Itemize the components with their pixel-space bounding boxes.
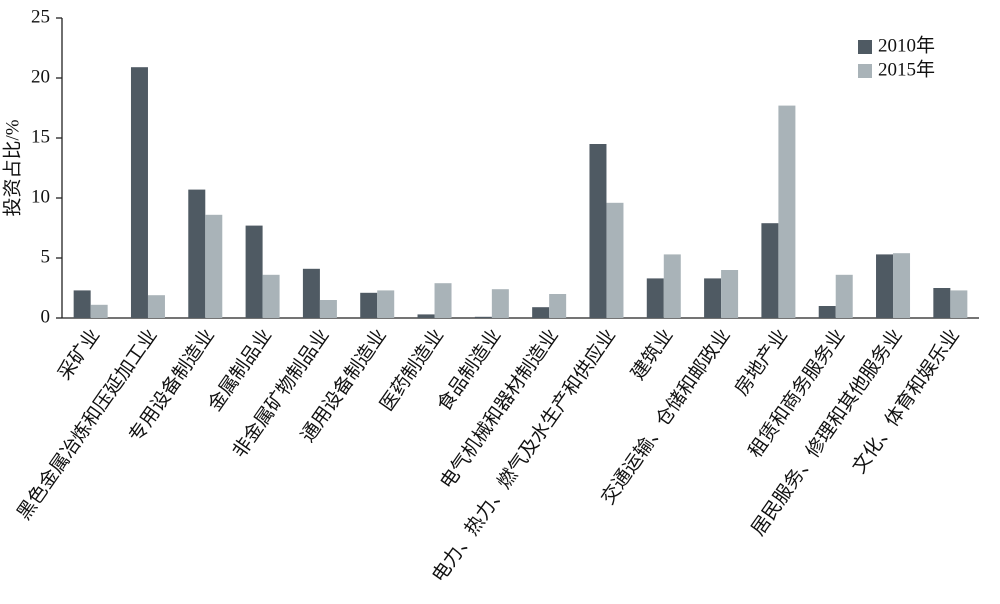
bar xyxy=(606,202,624,318)
y-tick-label: 20 xyxy=(31,66,50,87)
bar xyxy=(245,225,263,318)
bar xyxy=(319,300,337,318)
bar xyxy=(434,283,452,318)
bar xyxy=(532,307,550,318)
bar xyxy=(360,292,378,318)
bar xyxy=(835,274,853,318)
bar xyxy=(876,254,894,318)
bar xyxy=(205,214,223,318)
bar xyxy=(73,290,91,318)
bar xyxy=(704,278,722,318)
y-axis-label: 投资占比/% xyxy=(1,119,23,216)
y-tick-label: 15 xyxy=(31,126,50,147)
bar xyxy=(474,316,492,318)
bar xyxy=(377,290,395,318)
bar xyxy=(302,268,320,318)
x-tick-label: 文化、体育和娱乐业 xyxy=(848,325,964,478)
bar xyxy=(646,278,664,318)
bar xyxy=(933,288,951,318)
x-tick-label: 建筑业 xyxy=(627,325,678,384)
legend-swatch xyxy=(858,64,872,78)
bar xyxy=(130,67,148,318)
bar xyxy=(417,314,435,318)
bar xyxy=(262,274,280,318)
y-tick-label: 10 xyxy=(31,186,50,207)
x-tick-label: 房地产业 xyxy=(730,325,792,400)
y-tick-label: 25 xyxy=(31,6,50,27)
bar xyxy=(147,295,165,318)
bar xyxy=(90,304,108,318)
legend-swatch xyxy=(858,40,872,54)
bar xyxy=(818,306,836,318)
bar xyxy=(721,270,739,318)
y-tick-label: 0 xyxy=(41,306,51,327)
bar xyxy=(188,189,206,318)
bar xyxy=(663,254,681,318)
bar xyxy=(491,289,509,318)
bar xyxy=(893,253,911,318)
bar xyxy=(761,223,779,318)
y-tick-label: 5 xyxy=(41,246,51,267)
bar xyxy=(589,144,607,318)
bar xyxy=(778,105,796,318)
legend-label: 2010年 xyxy=(878,34,935,56)
legend-label: 2015年 xyxy=(878,58,935,80)
bar xyxy=(950,290,968,318)
x-tick-label: 采矿业 xyxy=(54,325,105,384)
bar xyxy=(549,294,567,318)
